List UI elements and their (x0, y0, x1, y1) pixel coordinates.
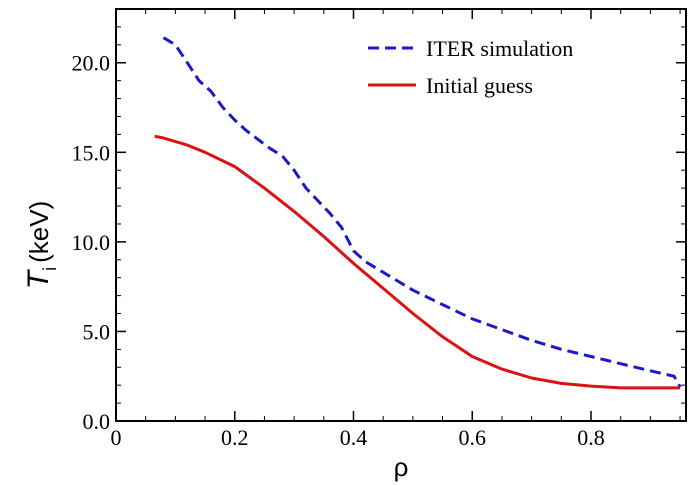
x-tick-label: 0.8 (577, 425, 605, 450)
ticks: 0 0.2 0.4 0.6 0.8 0.0 5.0 10.0 15.0 20.0 (72, 9, 686, 450)
y-tick-label: 0.0 (83, 409, 111, 434)
plot-frame (115, 8, 687, 422)
y-axis-label-sub: i (40, 267, 60, 271)
y-axis-label-main: T (22, 268, 55, 289)
x-tick-label: 0.4 (340, 425, 368, 450)
legend-label-iter-simulation: ITER simulation (426, 36, 573, 61)
y-tick-label: 10.0 (72, 230, 111, 255)
x-axis-label: ρ (394, 452, 409, 482)
x-tick-label: 0 (111, 425, 122, 450)
y-tick-label: 15.0 (72, 140, 111, 165)
y-tick-label: 5.0 (83, 319, 111, 344)
legend: ITER simulation Initial guess (368, 36, 573, 98)
x-tick-label: 0.2 (221, 425, 249, 450)
series-line-initial-guess (154, 134, 681, 390)
y-axis-label: Ti (keV) (22, 201, 60, 289)
series-line-iter-simulation (162, 36, 682, 388)
y-tick-label: 20.0 (72, 51, 111, 76)
x-tick-label: 0.6 (459, 425, 487, 450)
series-group (154, 36, 682, 390)
y-axis-label-unit: (keV) (24, 201, 54, 263)
legend-label-initial-guess: Initial guess (426, 73, 533, 98)
